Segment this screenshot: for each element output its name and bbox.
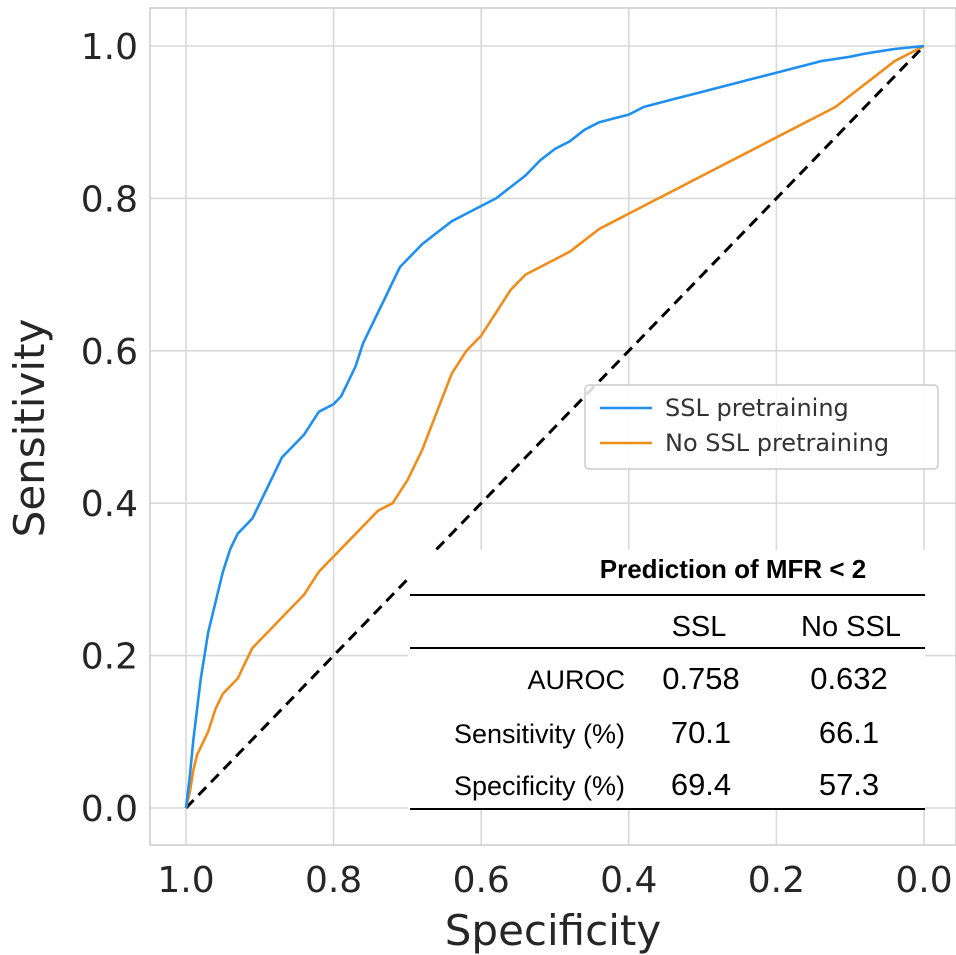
x-tick-label-5: 0.0 [895,860,952,901]
table-row-label-auroc: AUROC [527,665,625,695]
x-tick-label-2: 0.6 [453,860,510,901]
table-cell-sensitivity-no-ssl: 66.1 [819,715,879,750]
roc-curve-ssl [184,44,925,809]
y-tick-label-3: 0.6 [81,332,138,373]
reference-diagonal [184,44,926,810]
chance-line [184,44,926,810]
y-tick-label-0: 0.0 [81,789,138,830]
y-tick-label-4: 0.8 [81,179,138,220]
x-axis-title: Specificity [445,906,661,955]
table-cell-specificity-ssl: 69.4 [671,767,731,802]
y-axis-title: Sensitivity [5,319,54,538]
roc-curve-no-ssl [184,44,925,809]
y-tick-label-1: 0.2 [81,637,138,678]
table-cell-auroc-ssl: 0.758 [662,661,740,696]
x-tick-label-4: 0.2 [748,860,805,901]
table-header-ssl: SSL [672,611,727,643]
table-cell-specificity-no-ssl: 57.3 [819,767,879,802]
axes-border [149,7,956,846]
legend-box [584,384,939,470]
y-tick-label-5: 1.0 [81,27,138,68]
results-table: Prediction of MFR < 2 SSL No SSL AUROC 0… [408,550,925,810]
table-row-label-sensitivity: Sensitivity (%) [454,719,625,749]
x-tick-label-3: 0.4 [600,860,657,901]
legend-label-no-ssl: No SSL pretraining [665,429,889,457]
y-tick-label-2: 0.4 [81,484,138,525]
legend: SSL pretraining No SSL pretraining [584,384,939,470]
table-cell-sensitivity-ssl: 70.1 [671,715,731,750]
x-tick-labels: 1.0 0.8 0.6 0.4 0.2 0.0 [157,860,952,901]
x-tick-label-0: 1.0 [157,860,214,901]
table-row-label-specificity: Specificity (%) [454,771,625,801]
roc-curves [184,44,925,809]
table-header-no-ssl: No SSL [801,611,901,643]
legend-label-ssl: SSL pretraining [665,394,849,422]
plot-frame [149,7,956,846]
table-background [408,550,925,810]
x-tick-label-1: 0.8 [305,860,362,901]
table-title: Prediction of MFR < 2 [600,554,867,584]
y-tick-labels: 0.0 0.2 0.4 0.6 0.8 1.0 [81,27,138,830]
table-cell-auroc-no-ssl: 0.632 [810,661,888,696]
